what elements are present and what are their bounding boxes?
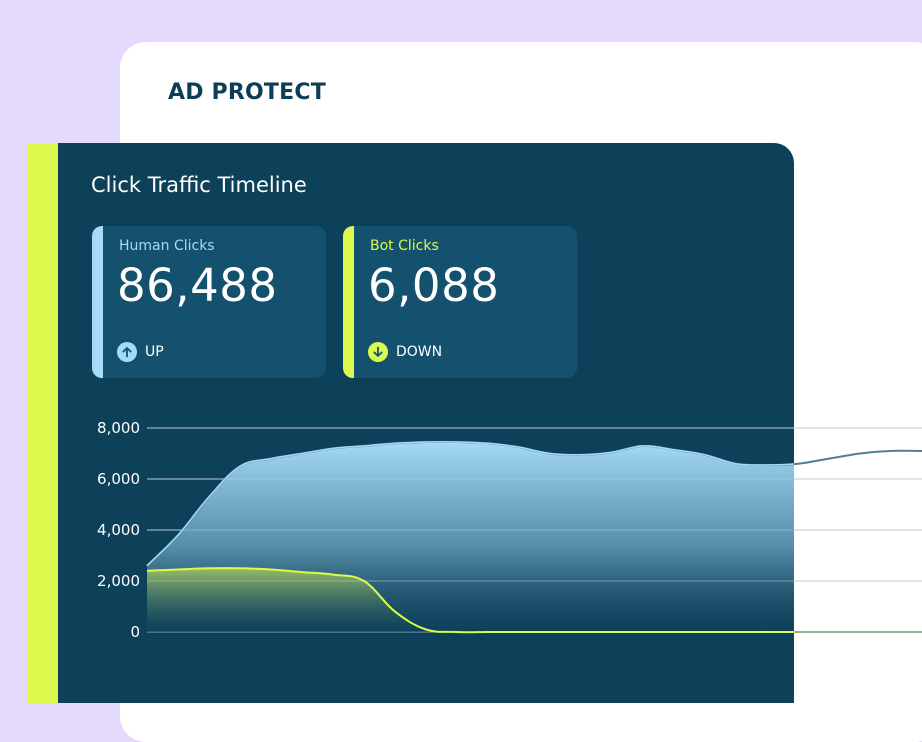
human-clicks-card: Human Clicks 86,488 UP xyxy=(92,226,326,378)
bot-clicks-trend-label: DOWN xyxy=(396,344,443,360)
y-tick-label: 0 xyxy=(130,623,140,641)
human-clicks-line-highlight xyxy=(146,441,794,567)
bot-clicks-trend: DOWN xyxy=(368,341,442,363)
ad-protect-title: AD PROTECT xyxy=(168,80,326,105)
y-tick-label: 4,000 xyxy=(97,521,140,539)
y-tick-label: 8,000 xyxy=(97,419,140,437)
panel-title: Click Traffic Timeline xyxy=(91,173,307,197)
arrow-up-icon xyxy=(117,342,137,362)
human-clicks-label: Human Clicks xyxy=(119,238,215,254)
human-clicks-trend: UP xyxy=(117,341,164,363)
human-clicks-value: 86,488 xyxy=(117,259,278,312)
human-clicks-accent xyxy=(92,226,103,378)
human-clicks-trend-label: UP xyxy=(145,344,164,360)
bot-clicks-card: Bot Clicks 6,088 DOWN xyxy=(343,226,577,378)
y-tick-label: 2,000 xyxy=(97,572,140,590)
bot-clicks-value: 6,088 xyxy=(368,259,500,312)
click-traffic-chart: 8,000 6,000 4,000 2,000 0 xyxy=(97,419,922,641)
bot-clicks-label: Bot Clicks xyxy=(370,238,439,254)
y-tick-label: 6,000 xyxy=(97,470,140,488)
bot-clicks-accent xyxy=(343,226,354,378)
bot-clicks-area xyxy=(147,568,794,633)
arrow-down-icon xyxy=(368,342,388,362)
accent-bar xyxy=(28,143,58,703)
